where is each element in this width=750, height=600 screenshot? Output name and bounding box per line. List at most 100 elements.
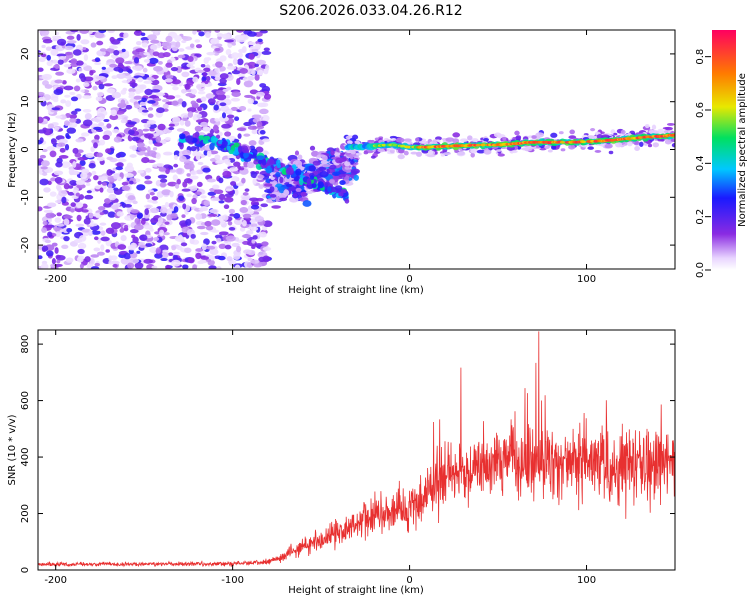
spectrogram-cell [38,206,43,212]
spectrogram-cell [109,114,119,121]
spectrogram-cell [112,263,118,268]
spectrogram-cell [42,220,48,226]
spectrogram-cell [83,218,91,225]
spectrogram-cell [75,78,81,83]
spectrogram-cell [54,217,62,223]
spectrogram-cell [294,150,300,156]
spectrogram-cell [162,103,169,110]
spectrogram-cell [231,242,240,248]
spectrogram-cell [205,31,211,39]
spectrogram-cell [39,154,47,159]
spectrogram-cell [172,116,181,124]
spectrogram-cell [459,138,469,143]
spectrogram-cell [255,91,266,97]
spectrogram-cell [181,40,187,44]
spectrogram-cell [72,189,79,194]
spectrogram-cell [415,137,420,142]
spectrogram-cell [218,231,229,236]
spectrogram-cell [168,169,177,173]
spectrogram-cell [82,82,90,87]
spectrogram-cell [51,242,58,247]
spectrogram-cell [88,212,94,219]
spectrogram-cell [93,236,99,241]
spectrogram-cell [318,166,327,172]
spectrogram-cell [259,83,267,88]
spectrogram-cell [144,133,154,139]
spectrogram-cell [432,139,437,143]
spectrogram-cell [91,139,100,144]
spectrogram-cell [214,30,221,33]
spectrogram-cell [54,176,63,184]
spectrogram-cell [98,83,105,90]
spectrogram-cell [81,228,91,233]
spectrogram-cell [63,64,72,68]
spectrogram-cell [121,48,126,53]
spectrogram-cell [105,249,110,253]
spectrogram-cell [203,127,212,132]
spectrogram-cell [261,50,272,55]
spectrogram-cell [254,243,264,248]
spectrogram-cell [40,53,47,58]
spectrogram-cell [197,260,205,265]
spectrogram-cell [152,51,160,57]
colorbar: 0.0 0.2 0.4 0.6 0.8 Normalized spectral ampl… [695,30,748,278]
spectrogram-cell [154,30,159,34]
spectrogram-cell [165,35,173,43]
spectrogram-cell [53,89,64,95]
spectrogram-cell [218,243,226,249]
spectrogram-cell [67,191,75,196]
spectrogram-cell [236,78,241,86]
spectrogram-cell [187,111,194,118]
spectrogram-cell [110,260,120,265]
spectrogram-x-label: Height of straight line (km) [288,285,424,296]
spectrogram-cell [292,193,298,198]
snr-series-line [38,331,675,568]
colorbar-tick-label: 0.2 [695,209,706,225]
spectrogram-cell [121,185,127,191]
spectrogram-cell [137,77,144,83]
spectrogram-cell [133,95,143,100]
spectrogram-cell [136,250,141,254]
spectrogram-cell [102,182,107,186]
spectrogram-cell [52,59,58,64]
spectrogram-cell [221,123,232,129]
spectrogram-cell [339,180,346,186]
spectrogram-cell [42,172,48,176]
spectrogram-cell [238,106,247,111]
spectrogram-cell [99,222,107,226]
spectrogram-cell [200,256,210,260]
spectrogram-cell [195,153,201,161]
spectrogram-cell [209,248,219,256]
spectrogram-cell [58,55,67,60]
spectrogram-cell [248,140,257,146]
spectrogram-cell [168,126,175,131]
spectrogram-cell [129,258,140,264]
spectrogram-cell [176,245,183,251]
spectrogram-cell [452,132,461,138]
spectrogram-cell [251,239,256,244]
spectrogram-cell [302,200,312,207]
spectrogram-cell [568,135,577,139]
spectrogram-cell [171,46,178,52]
spectrogram-cell [172,251,180,256]
spectrogram-cell [106,88,116,94]
spectrogram-cell [153,237,160,241]
spectrogram-cell [370,155,376,159]
spectrogram-cell [176,66,183,73]
spectrogram-cell [634,145,640,152]
spectrogram-cell [483,138,489,142]
spectrogram-cell [170,57,176,62]
spectrogram-cell [257,102,267,108]
spectrogram-cell [666,122,675,126]
spectrogram-cell [131,234,136,239]
spectrogram-cell [105,148,112,154]
spectrogram-cell [192,76,199,83]
spectrogram-cell [251,129,258,135]
spectrogram-cell [147,107,154,111]
spectrogram-cell [210,229,220,233]
spectrogram-cell [179,155,187,163]
spectrogram-cell [580,140,587,144]
spectrogram-cell [187,55,194,63]
spectrogram-cell [207,98,216,105]
spectrogram-cell [47,123,55,129]
